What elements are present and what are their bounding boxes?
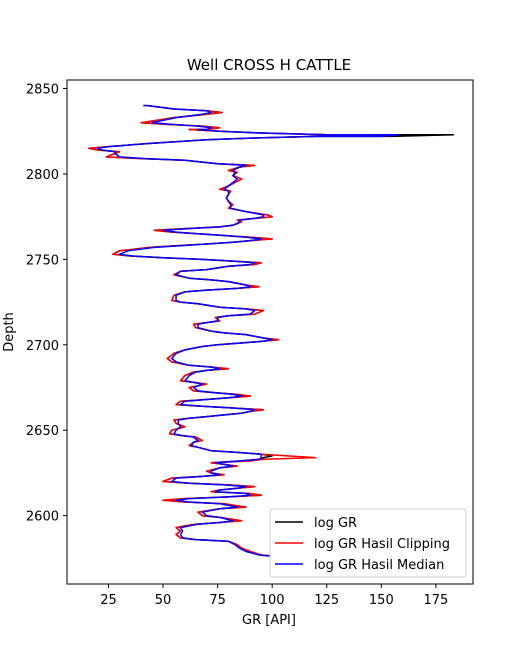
- x-tick-label-3: 100: [260, 593, 285, 608]
- y-tick-label-4: 2800: [26, 168, 59, 183]
- legend-box: [269, 508, 467, 578]
- plot-frame: [66, 79, 474, 585]
- x-tick-label-0: 25: [100, 593, 117, 608]
- x-tick-label-4: 125: [314, 593, 339, 608]
- y-tick-label-5: 2850: [26, 83, 59, 98]
- y-tick-label-2: 2700: [26, 339, 59, 354]
- legend-label-1: log GR Hasil Clipping: [314, 537, 450, 552]
- x-tick-label-2: 75: [209, 593, 226, 608]
- series-line-2: [96, 104, 400, 560]
- series-layer: [88, 104, 455, 560]
- chart-title: Well CROSS H CATTLE: [187, 56, 351, 74]
- legend: log GR log GR Hasil Clipping log GR Hasil …: [269, 508, 467, 578]
- legend-label-2: log GR Hasil Median: [314, 558, 444, 573]
- x-tick-label-1: 50: [155, 593, 172, 608]
- y-tick-label-1: 2650: [26, 424, 59, 439]
- y-axis-label: Depth: [2, 312, 17, 352]
- x-tick-label-5: 150: [369, 593, 394, 608]
- x-axis-label: GR [API]: [242, 613, 296, 628]
- x-tick-label-6: 175: [423, 593, 448, 608]
- legend-label-0: log GR: [314, 516, 357, 531]
- y-tick-label-3: 2750: [26, 253, 59, 268]
- y-tick-label-0: 2600: [26, 510, 59, 525]
- y-axis: 2600 2650 2700 2750 2800 2850: [26, 83, 67, 525]
- x-axis: 25 50 75 100 125 150 175: [100, 584, 448, 608]
